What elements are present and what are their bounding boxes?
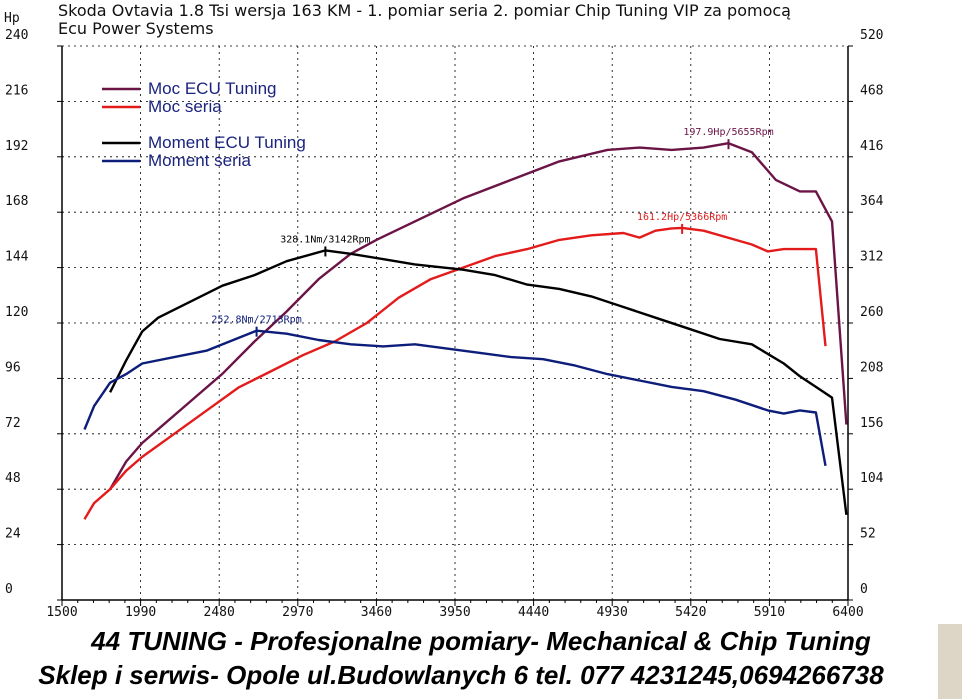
y-tick-label-left: 240 <box>5 28 28 43</box>
peak-annotation: 161.2Hp/5366Rpm <box>637 212 727 223</box>
peak-annotation: 197.9Hp/5655Rpm <box>683 127 773 138</box>
y-tick-label-left: 192 <box>5 139 28 154</box>
series-line-moc-ecu-tuning <box>109 141 848 490</box>
series-line-moment-seria <box>83 329 827 467</box>
footer-line-2: Sklep i serwis- Opole ul.Budowlanych 6 t… <box>38 660 884 690</box>
legend-label: Moc ECU Tuning <box>148 79 277 98</box>
y-tick-label-left: 96 <box>5 360 21 375</box>
y-tick-label-right: 312 <box>860 250 883 265</box>
footer-edge-shade <box>938 624 962 699</box>
x-tick-label: 4440 <box>518 605 549 620</box>
y-tick-label-left: 72 <box>5 416 21 431</box>
y-tick-label-right: 104 <box>860 471 884 486</box>
legend-label: Moment ECU Tuning <box>148 133 306 152</box>
y-tick-label-right: 468 <box>860 83 883 98</box>
peak-annotation: 252.8Nm/2713Rpm <box>211 315 301 326</box>
y-tick-label-left: 0 <box>5 582 13 597</box>
chart-title: Skoda Ovtavia 1.8 Tsi wersja 163 KM - 1.… <box>58 1 791 38</box>
x-tick-label: 4930 <box>597 605 628 620</box>
y-tick-label-right: 156 <box>860 416 883 431</box>
x-tick-label: 1500 <box>46 605 77 620</box>
x-tick-label: 6400 <box>832 605 863 620</box>
y-axis-unit-left: Hp <box>4 11 20 26</box>
x-tick-label: 2480 <box>204 605 235 620</box>
x-tick-label: 2970 <box>282 605 313 620</box>
x-tick-label: 1990 <box>125 605 156 620</box>
peak-annotation: 328.1Nm/3142Rpm <box>280 234 370 245</box>
y-tick-label-left: 216 <box>5 83 28 98</box>
legend-label: Moc seria <box>148 97 222 116</box>
x-tick-label: 3950 <box>439 605 470 620</box>
dyno-chart: 0 0 24 52 48 104 72 156 96 208 120 260 144 312 168 364 1… <box>4 11 884 620</box>
series-line-moc-seria <box>83 226 827 520</box>
y-tick-label-right: 416 <box>860 139 883 154</box>
y-tick-label-left: 168 <box>5 194 28 209</box>
x-tick-label: 5420 <box>675 605 706 620</box>
y-tick-label-right: 0 <box>860 582 868 597</box>
y-tick-label-left: 144 <box>5 250 29 265</box>
x-tick-label: 5910 <box>754 605 785 620</box>
y-tick-label-right: 260 <box>860 305 883 320</box>
y-tick-label-right: 52 <box>860 527 876 542</box>
series-line-moment-ecu-tuning <box>109 249 848 515</box>
y-tick-label-left: 24 <box>5 527 21 542</box>
y-tick-label-right: 520 <box>860 28 883 43</box>
y-tick-label-right: 208 <box>860 360 883 375</box>
footer-line-1: 44 TUNING - Profesjonalne pomiary- Mecha… <box>91 626 871 656</box>
x-tick-label: 3460 <box>361 605 392 620</box>
y-tick-label-right: 364 <box>860 194 884 209</box>
legend-label: Moment seria <box>148 151 252 170</box>
y-tick-label-left: 120 <box>5 305 28 320</box>
y-tick-label-left: 48 <box>5 471 21 486</box>
